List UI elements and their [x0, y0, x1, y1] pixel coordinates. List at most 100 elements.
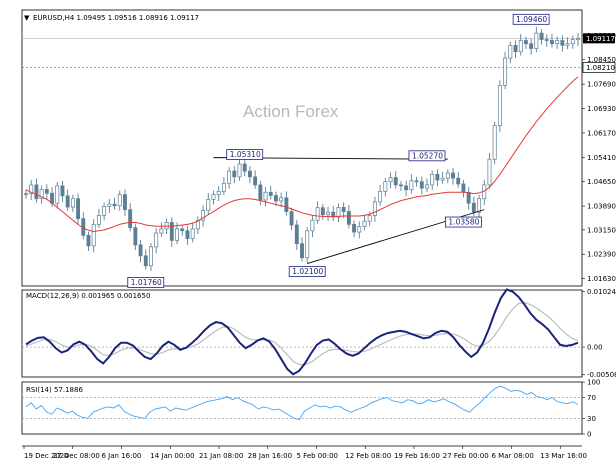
candle-body — [164, 222, 169, 230]
candle-body — [91, 224, 96, 247]
axes: 1.01630 1.02390 1.03150 1.03890 1.04650 1.054… — [23, 32, 616, 460]
time-tick-label: 27 Feb 00:00 — [443, 452, 489, 460]
rsi-header: RSI(14) 57.1886 — [26, 386, 83, 394]
candle-body — [242, 163, 247, 172]
candle-body — [565, 43, 570, 46]
price-annotation-box — [408, 150, 446, 162]
candle-body — [289, 211, 294, 226]
price-tick-label: 1.06930 — [587, 105, 616, 113]
candle-body — [346, 211, 351, 225]
candle-body — [169, 222, 174, 241]
price-tick-label: 1.03890 — [587, 203, 616, 211]
candle-body — [539, 32, 544, 40]
candle-body — [404, 185, 409, 191]
candle-body — [154, 232, 159, 248]
price-panel: 1.05310 1.05270 1.01760 1.02100 1.03580 1.094… — [22, 13, 582, 288]
candle-body — [284, 197, 289, 212]
candle-body — [107, 203, 112, 207]
candle-body — [216, 190, 221, 195]
candle-body — [180, 228, 185, 232]
chart-header: EURUSD,H4 1.09495 1.09516 1.08916 1.0911… — [33, 14, 199, 22]
symbol-menu-arrow[interactable]: ▼ — [24, 14, 30, 22]
candle-body — [560, 40, 565, 46]
candle-body — [503, 57, 508, 86]
rsi-tick-label: 0 — [587, 431, 591, 439]
candle-body — [393, 177, 398, 186]
reference-price-box — [582, 62, 616, 73]
panel-frame — [21, 289, 583, 378]
candle-body — [96, 215, 101, 225]
candle-body — [320, 207, 325, 216]
candle-body — [24, 193, 28, 195]
candle-body — [466, 191, 471, 204]
time-tick-label: 19 Feb 16:00 — [394, 452, 440, 460]
price-annotation-label: 1.05270 — [412, 151, 443, 160]
candle-body — [117, 194, 122, 207]
macd-panel — [22, 288, 582, 376]
candle-body — [149, 246, 153, 267]
candle-body — [362, 220, 367, 227]
candle-body — [477, 198, 482, 213]
candle-body — [550, 40, 554, 45]
candle-body — [315, 207, 320, 221]
price-annotation-label: 1.09460 — [516, 15, 547, 24]
panel-frames — [21, 9, 583, 447]
candle-body — [555, 40, 560, 45]
reference-price-label: 1.08210 — [586, 64, 615, 72]
candle-body — [341, 207, 346, 212]
rsi-tick-label: 100 — [587, 379, 600, 387]
candle-body — [143, 255, 148, 267]
candle-body — [268, 191, 273, 196]
candle-body — [435, 173, 440, 181]
candle-body — [576, 37, 580, 40]
watermark: Action Forex — [243, 102, 339, 121]
current-price-box — [583, 33, 615, 44]
candle-body — [263, 191, 268, 201]
candle-body — [86, 234, 91, 247]
candle-body — [274, 195, 278, 202]
time-tick-label: 14 Jan 00:00 — [150, 452, 194, 460]
price-tick-label: 1.02390 — [587, 251, 616, 259]
candle-body — [190, 228, 195, 239]
price-annotation-label: 1.03580 — [448, 218, 479, 227]
candle-body — [310, 219, 315, 232]
candle-body — [185, 230, 190, 239]
candle-body — [529, 43, 534, 49]
price-annotation-box — [512, 13, 550, 25]
price-annotation-label: 1.02100 — [292, 267, 323, 276]
candle-body — [497, 85, 502, 126]
price-tick-label: 1.05410 — [587, 154, 616, 162]
price-tick-label: 1.07690 — [587, 81, 616, 89]
time-tick-label: 27 Dec 08:00 — [53, 452, 100, 460]
candle-body — [372, 201, 377, 216]
candle-body — [258, 184, 263, 201]
macd-tick-label: -0.005080 — [587, 371, 616, 379]
candle-body — [508, 44, 513, 59]
candle-body — [388, 177, 393, 183]
candle-body — [461, 183, 466, 193]
time-tick-label: 28 Jan 16:00 — [248, 452, 292, 460]
candle-body — [102, 206, 107, 216]
rsi-tick-label: 30 — [587, 415, 596, 423]
moving-average-line — [25, 76, 579, 232]
current-price-label: 1.09117 — [586, 35, 615, 43]
time-tick-label: 6 Jan 16:00 — [102, 452, 142, 460]
price-tick-label: 1.01630 — [587, 275, 616, 283]
macd-line — [25, 288, 579, 376]
candle-body — [534, 32, 539, 49]
candle-body — [279, 197, 284, 202]
price-tick-label: 1.08450 — [587, 56, 616, 64]
candle-body — [29, 184, 34, 194]
candle-body — [487, 158, 492, 186]
candle-body — [471, 202, 476, 213]
time-tick-label: 12 Feb 08:00 — [345, 452, 391, 460]
candle-body — [39, 189, 44, 200]
price-annotation-box — [288, 266, 326, 277]
time-tick-label: 13 Mar 16:00 — [540, 452, 587, 460]
candle-body — [544, 39, 549, 41]
candle-body — [60, 185, 65, 197]
candle-body — [112, 203, 117, 207]
macd-tick-label: 0.00 — [587, 344, 603, 352]
